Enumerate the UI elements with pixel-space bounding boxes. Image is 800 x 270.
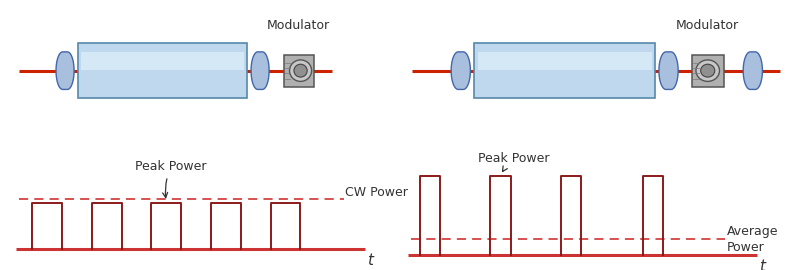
Circle shape [701, 64, 714, 77]
Circle shape [294, 64, 307, 77]
FancyBboxPatch shape [478, 52, 652, 70]
FancyBboxPatch shape [474, 43, 654, 98]
Circle shape [696, 60, 719, 81]
Text: Average
Power: Average Power [726, 225, 778, 254]
FancyBboxPatch shape [284, 55, 314, 87]
Polygon shape [251, 52, 269, 89]
Polygon shape [451, 52, 470, 89]
Polygon shape [743, 52, 762, 89]
Polygon shape [659, 52, 678, 89]
FancyBboxPatch shape [692, 55, 724, 87]
FancyBboxPatch shape [81, 52, 244, 70]
Circle shape [290, 60, 312, 81]
Text: $t$: $t$ [759, 258, 767, 270]
Text: Peak Power: Peak Power [135, 160, 206, 198]
Text: Peak Power: Peak Power [478, 153, 550, 171]
Text: CW Power: CW Power [346, 185, 408, 198]
Polygon shape [56, 52, 74, 89]
Text: Modulator: Modulator [676, 19, 739, 32]
FancyBboxPatch shape [78, 43, 247, 98]
Text: $t$: $t$ [367, 252, 375, 268]
Text: Modulator: Modulator [267, 19, 330, 32]
